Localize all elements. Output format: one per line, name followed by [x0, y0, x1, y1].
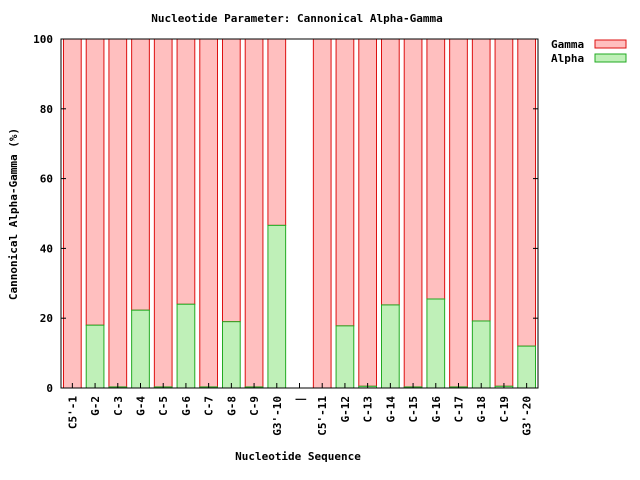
y-tick-label: 60 — [40, 173, 53, 186]
x-tick-label: C5'-11 — [316, 396, 329, 436]
bar-gamma — [312, 38, 332, 389]
bar-gamma — [199, 38, 219, 388]
bars-layer — [62, 38, 537, 389]
x-tick-label: G-6 — [180, 396, 193, 416]
bar-gamma — [221, 38, 241, 323]
bar-gamma — [380, 38, 400, 306]
x-tick-label: G-14 — [384, 396, 397, 423]
x-tick-label: | — [294, 396, 307, 403]
x-tick-label: G-16 — [430, 396, 443, 423]
bar-alpha — [517, 345, 537, 389]
x-tick-label: C-7 — [203, 396, 216, 416]
bar-alpha — [267, 224, 287, 389]
x-tick-label: G-8 — [225, 396, 238, 416]
bar-alpha — [471, 320, 491, 389]
bar-alpha — [85, 324, 105, 389]
x-tick-label: C-15 — [407, 396, 420, 423]
bar-gamma — [471, 38, 491, 322]
x-tick-label: C-13 — [362, 396, 375, 423]
x-tick-label: G3'-20 — [521, 396, 534, 436]
bar-gamma — [358, 38, 378, 387]
bar-gamma — [494, 38, 514, 387]
x-tick-label: C5'-1 — [66, 396, 79, 429]
bar-gamma — [176, 38, 196, 305]
bar-alpha — [380, 304, 400, 389]
bar-gamma — [426, 38, 446, 300]
bar-gamma — [153, 38, 173, 388]
bar-alpha — [131, 309, 150, 389]
x-tick-label: G-2 — [89, 396, 102, 416]
bar-alpha — [221, 321, 241, 389]
x-tick-label: C-19 — [498, 396, 511, 423]
bar-gamma — [108, 38, 128, 388]
x-tick-label: C-5 — [157, 396, 170, 416]
y-tick-label: 40 — [40, 242, 53, 255]
bar-gamma — [335, 38, 355, 327]
bar-gamma — [403, 38, 423, 388]
x-axis-ticks: C5'-1 G-2 C-3 G-4 C-5 G-6 C-7 G-8 C-9 G3'-10 | C5'-… — [66, 383, 534, 436]
x-tick-label: G-18 — [475, 396, 488, 423]
chart-title: Nucleotide Parameter: Cannonical Alpha-G… — [151, 12, 442, 25]
y-tick-label: 20 — [40, 312, 53, 325]
y-axis-ticks: 0 20 40 60 80 100 — [33, 33, 538, 395]
y-tick-label: 80 — [40, 103, 53, 116]
legend-label: Gamma — [551, 38, 584, 51]
x-tick-label: G-12 — [339, 396, 352, 423]
x-tick-label: C-17 — [453, 396, 466, 423]
bar-alpha — [426, 298, 446, 389]
bar-gamma — [267, 38, 287, 226]
legend-label: Alpha — [551, 52, 584, 65]
x-tick-label: G3'-10 — [271, 396, 284, 436]
y-tick-label: 100 — [33, 33, 53, 46]
y-axis-label: Cannonical Alpha-Gamma (%) — [7, 128, 20, 300]
bar-gamma — [517, 38, 537, 347]
x-tick-label: G-4 — [135, 396, 148, 416]
bar-gamma — [131, 38, 150, 311]
bar-alpha — [335, 325, 355, 389]
y-tick-label: 0 — [46, 382, 53, 395]
x-axis-label: Nucleotide Sequence — [235, 450, 361, 463]
bar-gamma — [85, 38, 105, 326]
legend-swatch — [594, 53, 627, 63]
x-tick-label: C-9 — [248, 396, 261, 416]
bar-gamma — [449, 38, 468, 388]
bar-gamma — [244, 38, 264, 388]
bar-alpha — [176, 303, 196, 389]
x-tick-label: C-3 — [112, 396, 125, 416]
bar-gamma — [62, 38, 82, 389]
legend-swatch — [594, 39, 627, 49]
